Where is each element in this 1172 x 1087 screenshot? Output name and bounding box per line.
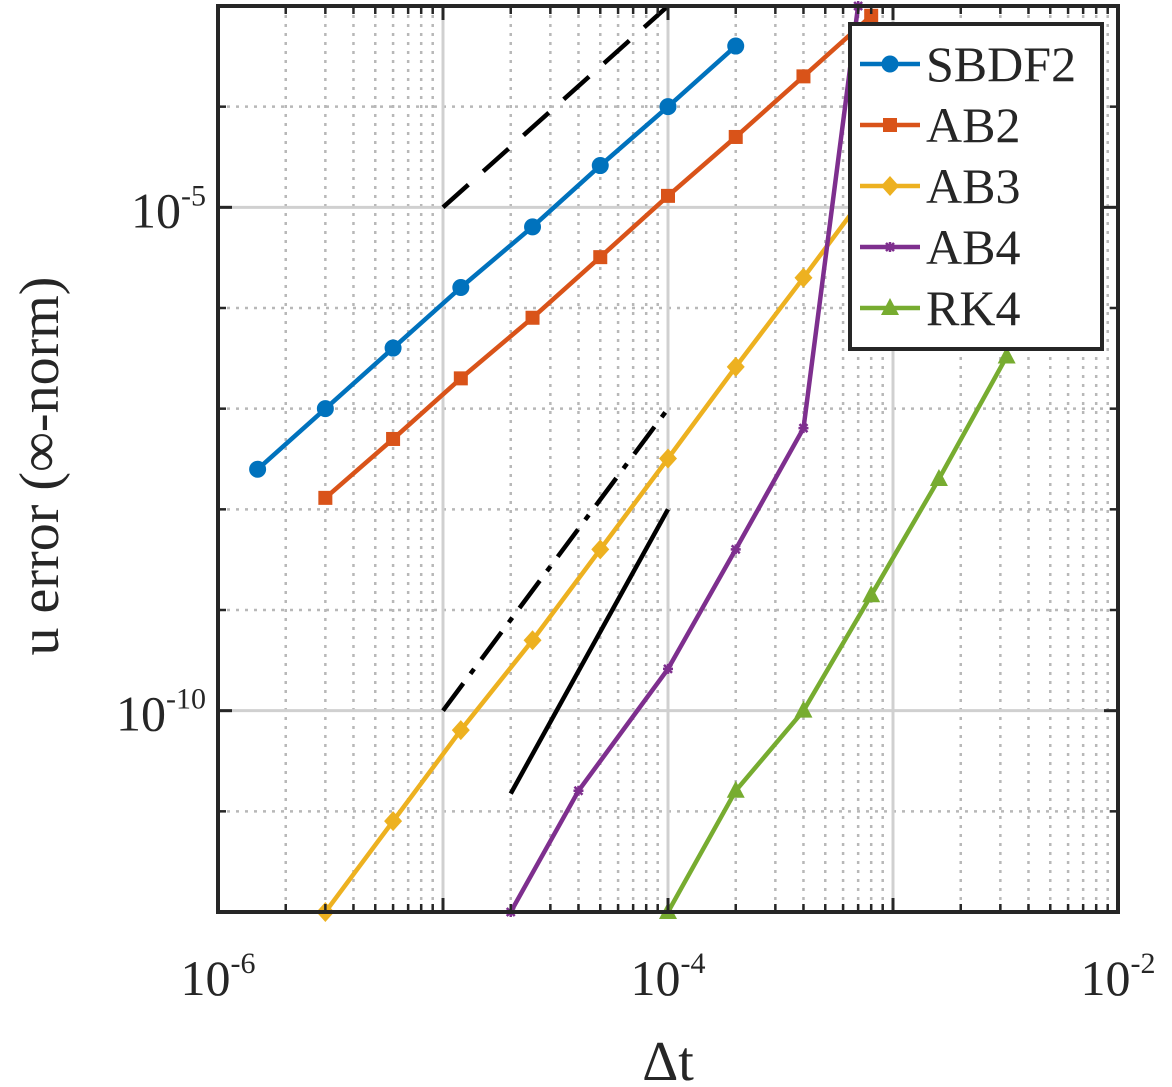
series-ab2 [318,8,879,505]
x-tick-label: 10-4 [631,947,706,1006]
x-tick-label: 10-2 [1081,947,1156,1006]
data-point-ab4 [573,785,584,796]
data-point-ab3 [523,630,542,651]
data-point-sbdf2 [452,278,470,296]
data-point-ab2 [728,129,743,144]
data-point-sbdf2 [524,218,542,236]
data-point-rk4 [997,346,1016,364]
legend-marker-ab4 [885,242,895,252]
legend-marker-ab3 [881,176,899,196]
x-tick-label: 10-6 [181,947,256,1006]
data-point-rk4 [929,469,948,487]
data-point-ab3 [384,811,403,832]
data-point-sbdf2 [249,460,267,478]
data-point-ab2 [318,490,333,505]
legend-label-ab4: AB4 [926,219,1020,275]
legend-label-ab2: AB2 [926,97,1020,153]
data-point-ab2 [796,69,811,84]
legend-label-ab3: AB3 [926,158,1020,214]
y-tick-label: 10-5 [131,179,206,238]
data-point-ab4 [663,663,673,674]
data-point-sbdf2 [316,400,334,418]
data-point-rk4 [794,700,813,718]
data-point-sbdf2 [659,98,677,116]
data-point-ab3 [726,356,745,377]
data-point-ab3 [659,448,677,469]
legend-marker-sbdf2 [881,55,899,73]
tick-labels: 10-6 10-4 10-2 10-5 10-10 [116,179,1156,1006]
data-point-sbdf2 [384,339,402,357]
data-point-ab4 [798,423,809,434]
series-sbdf2 [249,37,745,478]
data-point-rk4 [862,585,881,603]
legend-marker-rk4 [881,298,899,315]
data-point-ab2 [661,188,675,203]
reference-line-slope-4 [508,508,670,795]
data-point-ab2 [864,8,879,23]
data-point-ab4 [730,544,741,555]
legend-item-ab2: AB2 [860,97,1020,153]
plot-frame [216,4,1120,914]
data-point-ab2 [593,250,608,265]
legend-item-ab3: AB3 [860,158,1020,214]
data-point-sbdf2 [591,157,609,175]
y-tick-label: 10-10 [116,683,206,742]
x-axis-label: Δt [642,1031,694,1087]
data-point-ab3 [794,267,813,288]
legend-item-sbdf2: SBDF2 [860,36,1076,92]
data-point-sbdf2 [727,37,745,55]
data-point-ab2 [386,431,401,446]
series-line-sbdf2 [256,44,738,471]
legend-item-ab4: AB4 [860,219,1020,275]
legend-marker-ab2 [883,118,897,132]
legend-item-rk4: RK4 [860,280,1020,336]
series-line-ab4 [508,5,861,914]
reference-lines [441,4,670,795]
series-line-rk4 [666,355,1009,914]
legend-label-rk4: RK4 [926,280,1020,336]
data-point-rk4 [726,780,745,798]
data-point-ab2 [453,371,468,386]
legend-label-sbdf2: SBDF2 [926,36,1076,92]
data-point-ab2 [525,310,540,325]
y-axis-label: u error (∞-norm) [9,277,71,656]
data-point-ab3 [451,720,470,741]
data-point-ab3 [591,539,610,560]
